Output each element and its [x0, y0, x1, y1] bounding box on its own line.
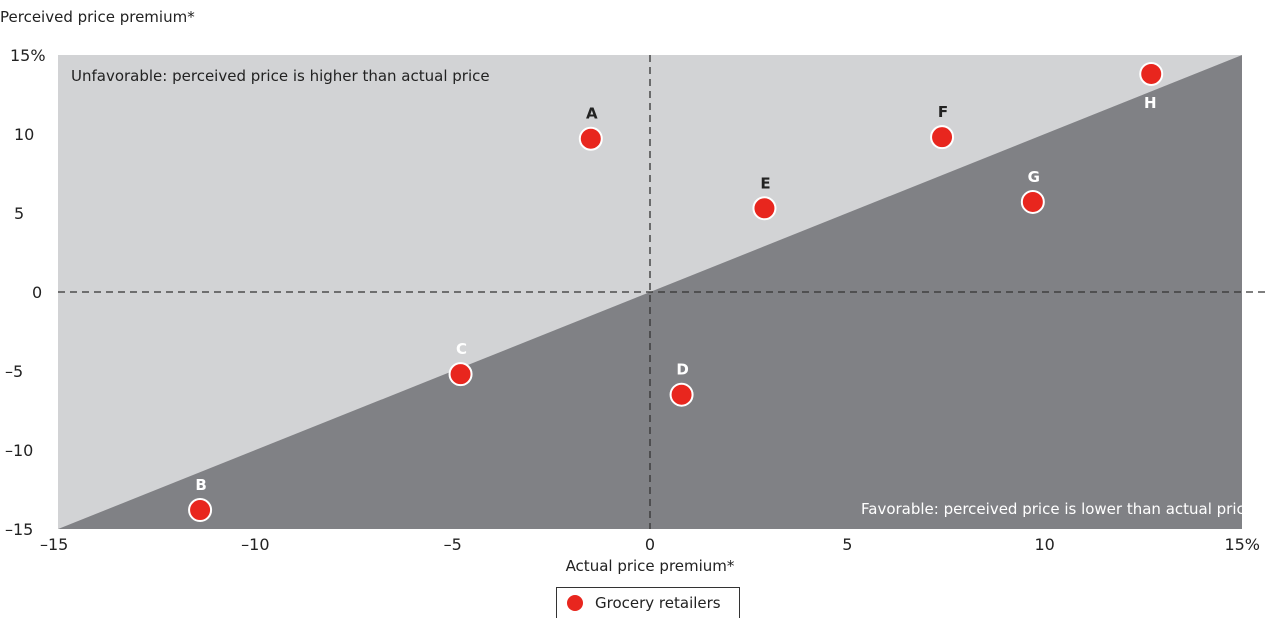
unfavorable-annotation: Unfavorable: perceived price is higher t…: [71, 67, 490, 85]
data-point-f: [930, 125, 955, 150]
point-label-h: H: [1144, 94, 1157, 112]
point-label-c: C: [456, 340, 467, 358]
data-point-d: [669, 382, 694, 407]
y-tick-label: 10: [14, 125, 34, 144]
x-tick-label: –15: [40, 535, 68, 554]
x-axis-title: Actual price premium*: [566, 557, 735, 575]
data-point-e: [752, 196, 777, 221]
y-axis-ticks: 15% 10 5 0 –5 –10 –15: [5, 46, 46, 539]
y-tick-label: 15%: [10, 46, 46, 65]
y-tick-label: –15: [5, 520, 33, 539]
y-tick-label: 5: [14, 204, 24, 223]
point-label-g: G: [1028, 168, 1040, 186]
y-tick-label: 0: [32, 283, 42, 302]
y-tick-label: –10: [5, 441, 33, 460]
x-tick-label: –5: [444, 535, 462, 554]
x-tick-label: –10: [241, 535, 269, 554]
point-label-f: F: [938, 103, 948, 121]
x-tick-label: 10: [1034, 535, 1054, 554]
point-label-b: B: [195, 476, 206, 494]
legend-label: Grocery retailers: [595, 594, 721, 612]
x-tick-label: 0: [645, 535, 655, 554]
x-tick-label: 15%: [1224, 535, 1260, 554]
point-label-a: A: [586, 105, 598, 123]
legend-marker-icon: [567, 595, 583, 611]
legend: Grocery retailers: [556, 587, 740, 618]
point-label-e: E: [760, 174, 770, 192]
point-label-d: D: [676, 361, 688, 379]
data-point-g: [1020, 189, 1045, 214]
favorable-annotation: Favorable: perceived price is lower than…: [861, 500, 1254, 518]
data-point-a: [578, 126, 603, 151]
y-tick-label: –5: [5, 362, 23, 381]
x-axis-ticks: –15 –10 –5 0 5 10 15%: [40, 535, 1260, 554]
y-axis-title: Perceived price premium*: [0, 8, 195, 26]
data-point-h: [1139, 61, 1164, 86]
x-tick-label: 5: [842, 535, 852, 554]
data-point-c: [448, 362, 473, 387]
data-point-b: [188, 498, 213, 523]
data-points: A B C D E F G H: [188, 61, 1164, 523]
